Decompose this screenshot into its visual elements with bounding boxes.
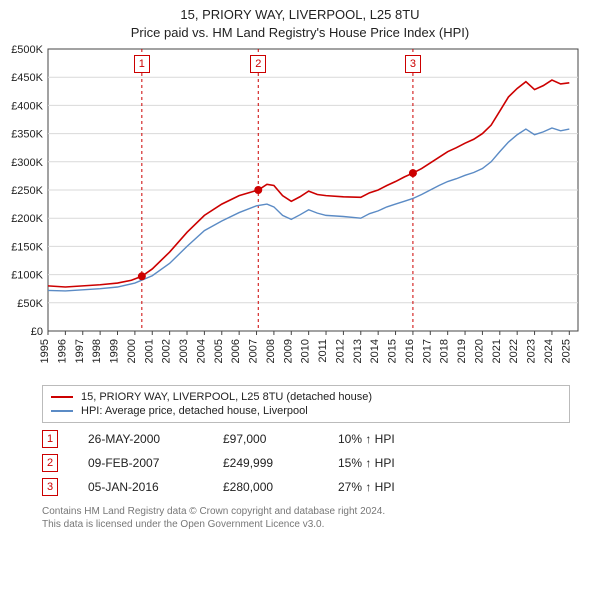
svg-text:2010: 2010 bbox=[300, 339, 312, 363]
legend: 15, PRIORY WAY, LIVERPOOL, L25 8TU (deta… bbox=[42, 385, 570, 423]
sale-price: £97,000 bbox=[223, 432, 308, 446]
svg-text:2007: 2007 bbox=[248, 339, 260, 363]
sale-price: £249,999 bbox=[223, 456, 308, 470]
chart-sale-badge: 1 bbox=[134, 55, 150, 73]
svg-text:2022: 2022 bbox=[508, 339, 520, 363]
svg-text:2021: 2021 bbox=[491, 339, 503, 363]
footer: Contains HM Land Registry data © Crown c… bbox=[42, 505, 570, 531]
svg-text:£450K: £450K bbox=[11, 72, 43, 84]
svg-text:2025: 2025 bbox=[560, 339, 572, 363]
svg-text:2004: 2004 bbox=[195, 339, 207, 363]
svg-text:2001: 2001 bbox=[143, 339, 155, 363]
sale-badge: 3 bbox=[42, 478, 58, 496]
svg-text:1997: 1997 bbox=[74, 339, 86, 363]
sales-row: 1 26-MAY-2000 £97,000 10% ↑ HPI bbox=[42, 427, 570, 451]
svg-text:£150K: £150K bbox=[11, 241, 43, 253]
svg-text:2006: 2006 bbox=[230, 339, 242, 363]
svg-text:2008: 2008 bbox=[265, 339, 277, 363]
svg-text:£200K: £200K bbox=[11, 213, 43, 225]
svg-text:£250K: £250K bbox=[11, 185, 43, 197]
legend-item: HPI: Average price, detached house, Live… bbox=[51, 404, 561, 418]
svg-text:1996: 1996 bbox=[56, 339, 68, 363]
svg-text:£500K: £500K bbox=[11, 44, 43, 56]
svg-text:2017: 2017 bbox=[421, 339, 433, 363]
svg-text:£100K: £100K bbox=[11, 270, 43, 282]
sales-row: 3 05-JAN-2016 £280,000 27% ↑ HPI bbox=[42, 475, 570, 499]
svg-text:2009: 2009 bbox=[282, 339, 294, 363]
titles: 15, PRIORY WAY, LIVERPOOL, L25 8TU Price… bbox=[0, 0, 600, 41]
footer-line-1: Contains HM Land Registry data © Crown c… bbox=[42, 505, 570, 518]
title-line-2: Price paid vs. HM Land Registry's House … bbox=[0, 24, 600, 42]
svg-text:2005: 2005 bbox=[213, 339, 225, 363]
line-chart: £0 £50K £100K £150K £200K £250K £300K £350K £400… bbox=[0, 41, 600, 381]
sale-date: 05-JAN-2016 bbox=[88, 480, 193, 494]
chart-wrap: £0 £50K £100K £150K £200K £250K £300K £350K £400… bbox=[0, 41, 600, 381]
svg-text:£400K: £400K bbox=[11, 100, 43, 112]
chart-sale-badge: 2 bbox=[250, 55, 266, 73]
chart-container: 15, PRIORY WAY, LIVERPOOL, L25 8TU Price… bbox=[0, 0, 600, 531]
svg-text:£0: £0 bbox=[31, 326, 43, 338]
svg-text:2024: 2024 bbox=[543, 339, 555, 363]
title-line-1: 15, PRIORY WAY, LIVERPOOL, L25 8TU bbox=[0, 6, 600, 24]
svg-text:2018: 2018 bbox=[439, 339, 451, 363]
svg-text:1999: 1999 bbox=[109, 339, 121, 363]
legend-label: HPI: Average price, detached house, Live… bbox=[81, 405, 308, 417]
svg-text:2023: 2023 bbox=[526, 339, 538, 363]
svg-text:2014: 2014 bbox=[369, 339, 381, 363]
sale-delta: 15% ↑ HPI bbox=[338, 456, 428, 470]
sale-badge: 2 bbox=[42, 454, 58, 472]
sale-date: 26-MAY-2000 bbox=[88, 432, 193, 446]
svg-text:2012: 2012 bbox=[334, 339, 346, 363]
legend-item: 15, PRIORY WAY, LIVERPOOL, L25 8TU (deta… bbox=[51, 390, 561, 404]
svg-text:2000: 2000 bbox=[126, 339, 138, 363]
svg-text:2020: 2020 bbox=[473, 339, 485, 363]
sales-table: 1 26-MAY-2000 £97,000 10% ↑ HPI 2 09-FEB… bbox=[42, 427, 570, 499]
sale-price: £280,000 bbox=[223, 480, 308, 494]
svg-text:2002: 2002 bbox=[161, 339, 173, 363]
svg-text:2003: 2003 bbox=[178, 339, 190, 363]
legend-swatch bbox=[51, 410, 73, 412]
sale-badge: 1 bbox=[42, 430, 58, 448]
svg-text:£300K: £300K bbox=[11, 157, 43, 169]
sale-date: 09-FEB-2007 bbox=[88, 456, 193, 470]
svg-text:£350K: £350K bbox=[11, 129, 43, 141]
sale-delta: 27% ↑ HPI bbox=[338, 480, 428, 494]
svg-text:1998: 1998 bbox=[91, 339, 103, 363]
svg-text:£50K: £50K bbox=[17, 298, 43, 310]
footer-line-2: This data is licensed under the Open Gov… bbox=[42, 518, 570, 531]
svg-text:2016: 2016 bbox=[404, 339, 416, 363]
svg-text:2015: 2015 bbox=[387, 339, 399, 363]
svg-text:2013: 2013 bbox=[352, 339, 364, 363]
legend-label: 15, PRIORY WAY, LIVERPOOL, L25 8TU (deta… bbox=[81, 391, 372, 403]
sale-delta: 10% ↑ HPI bbox=[338, 432, 428, 446]
svg-text:2011: 2011 bbox=[317, 339, 329, 363]
sales-row: 2 09-FEB-2007 £249,999 15% ↑ HPI bbox=[42, 451, 570, 475]
svg-text:2019: 2019 bbox=[456, 339, 468, 363]
svg-text:1995: 1995 bbox=[39, 339, 51, 363]
legend-swatch bbox=[51, 396, 73, 398]
chart-sale-badge: 3 bbox=[405, 55, 421, 73]
